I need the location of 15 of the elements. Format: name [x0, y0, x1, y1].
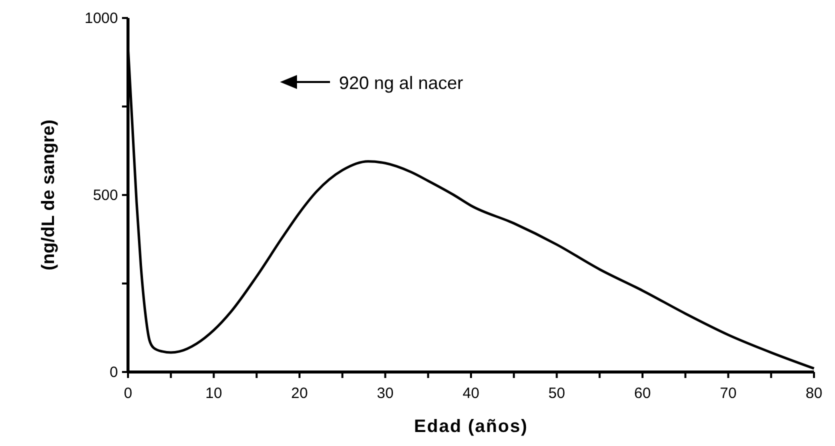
y-axis-title: (ng/dL de sangre)	[38, 120, 58, 270]
x-tick-label: 60	[634, 385, 651, 402]
x-tick-label: 40	[462, 385, 480, 402]
x-tick-label: 20	[291, 385, 308, 402]
x-axis-title: Edad (años)	[414, 416, 528, 436]
annotation: 920 ng al nacer	[339, 73, 464, 93]
x-tick-label: 70	[720, 385, 737, 402]
y-tick-label: 1000	[84, 10, 118, 27]
x-tick-label: 30	[376, 385, 394, 402]
x-tick-label: 50	[548, 385, 566, 402]
x-tick-label: 80	[806, 385, 822, 402]
y-tick-label: 500	[92, 187, 118, 204]
x-tick-label: 0	[124, 385, 132, 402]
y-tick-label: 0	[110, 364, 118, 381]
x-tick-label: 10	[205, 385, 222, 402]
